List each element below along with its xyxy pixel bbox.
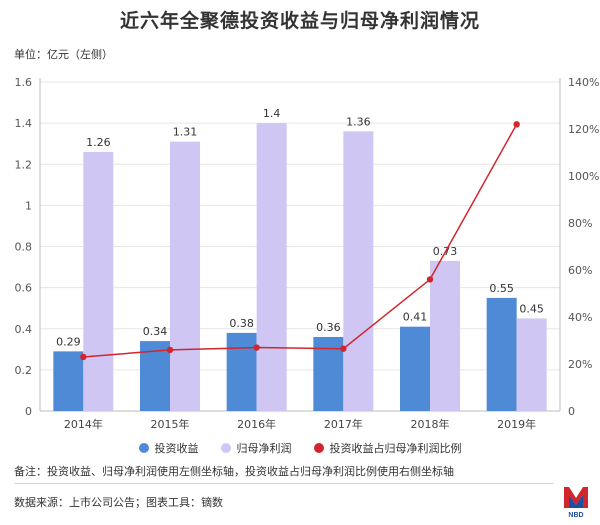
left-tick-label: 0.2 — [15, 364, 33, 377]
footnote: 备注：投资收益、归母净利润使用左侧坐标轴，投资收益占归母净利润比例使用右侧坐标轴 — [14, 465, 454, 478]
data-label-net-profit: 0.45 — [519, 302, 544, 315]
left-axis-ticks: 0 0.2 0.4 0.6 0.8 1 1.2 1.4 1.6 — [15, 76, 33, 418]
legend: 投资收益 归母净利润 投资收益占归母净利润比例 — [0, 440, 600, 456]
left-tick-label: 1 — [25, 199, 32, 212]
legend-label-investment: 投资收益 — [154, 442, 199, 455]
legend-item-investment: 投资收益 — [138, 440, 199, 456]
legend-swatch-investment — [138, 443, 149, 453]
legend-item-ratio: 投资收益占归母净利润比例 — [313, 440, 462, 456]
x-tick-label: 2019年 — [497, 417, 536, 431]
right-tick-label: 40% — [568, 311, 592, 324]
data-label-net-profit: 1.4 — [263, 107, 281, 120]
ratio-point — [340, 345, 347, 352]
data-label-investment: 0.36 — [316, 321, 341, 334]
x-tick-label: 2014年 — [64, 417, 103, 431]
legend-swatch-net-profit — [220, 443, 231, 453]
ratio-point — [166, 346, 174, 354]
data-label-investment: 0.41 — [403, 311, 428, 324]
bar-net-profit — [83, 151, 114, 411]
gridlines — [39, 78, 561, 412]
ratio-point — [80, 353, 87, 361]
x-tick-label: 2017年 — [324, 417, 363, 431]
nbd-logo: NBD — [564, 487, 588, 519]
right-tick-label: 80% — [568, 217, 592, 230]
legend-item-net-profit: 归母净利润 — [220, 440, 292, 456]
chart-title: 近六年全聚德投资收益与归母净利润情况 — [119, 10, 480, 32]
right-tick-label: 0 — [568, 405, 575, 418]
legend-swatch-ratio — [313, 443, 324, 453]
left-tick-label: 1.4 — [15, 117, 33, 130]
bars — [53, 123, 547, 411]
ratio-point — [426, 276, 434, 283]
right-tick-label: 100% — [568, 170, 599, 183]
left-tick-label: 0.6 — [15, 282, 33, 295]
data-label-net-profit: 1.26 — [86, 136, 111, 149]
bar-net-profit — [343, 131, 374, 411]
right-tick-label: 140% — [568, 76, 599, 89]
bar-investment — [400, 326, 430, 411]
x-tick-label: 2018年 — [411, 417, 450, 431]
ratio-point — [513, 121, 520, 128]
data-label-investment: 0.38 — [229, 317, 254, 330]
ratio-point — [253, 344, 260, 351]
bar-net-profit — [256, 123, 287, 411]
ratio-line — [80, 121, 520, 361]
svg-text:NBD: NBD — [568, 512, 583, 519]
right-tick-label: 60% — [568, 264, 592, 277]
data-label-net-profit: 1.36 — [346, 115, 371, 128]
bar-investment — [226, 332, 257, 411]
data-label-investment: 0.29 — [56, 335, 81, 348]
right-tick-label: 120% — [568, 123, 599, 136]
bar-investment — [140, 341, 170, 411]
left-tick-label: 1.2 — [15, 158, 33, 171]
legend-label-ratio: 投资收益占归母净利润比例 — [329, 442, 462, 455]
bar-investment — [53, 351, 84, 411]
bar-net-profit — [516, 318, 547, 411]
right-tick-label: 20% — [568, 358, 592, 371]
data-label-net-profit: 1.31 — [173, 126, 198, 139]
right-axis-ticks: 0 20% 40% 60% 80% 100% 120% 140% — [568, 76, 599, 418]
bar-data-labels: 0.291.260.341.310.381.40.361.360.410.730… — [56, 107, 544, 348]
data-label-investment: 0.34 — [143, 325, 168, 338]
data-label-investment: 0.55 — [489, 282, 514, 295]
divider — [14, 483, 554, 484]
left-tick-label: 1.6 — [15, 76, 33, 89]
left-tick-label: 0 — [25, 405, 32, 418]
bar-net-profit — [170, 141, 200, 411]
left-tick-label: 0.8 — [15, 241, 33, 254]
legend-label-net-profit: 归母净利润 — [236, 442, 292, 455]
bar-net-profit — [430, 260, 460, 411]
unit-label: 单位：亿元（左侧） — [14, 48, 113, 61]
bar-investment — [486, 297, 517, 411]
combo-chart: 0 0.2 0.4 0.6 0.8 1 1.2 1.4 1.6 0 20% 40% 60% 80% 100… — [15, 76, 600, 431]
x-axis-labels: 2014年 2015年 2016年 2017年 2018年 2019年 — [64, 417, 536, 431]
x-tick-label: 2016年 — [237, 417, 276, 431]
ratio-line-path — [83, 123, 518, 358]
x-tick-label: 2015年 — [151, 417, 190, 431]
left-tick-label: 0.4 — [15, 323, 33, 336]
data-source: 数据来源：上市公司公告；图表工具：镝数 — [14, 496, 223, 509]
